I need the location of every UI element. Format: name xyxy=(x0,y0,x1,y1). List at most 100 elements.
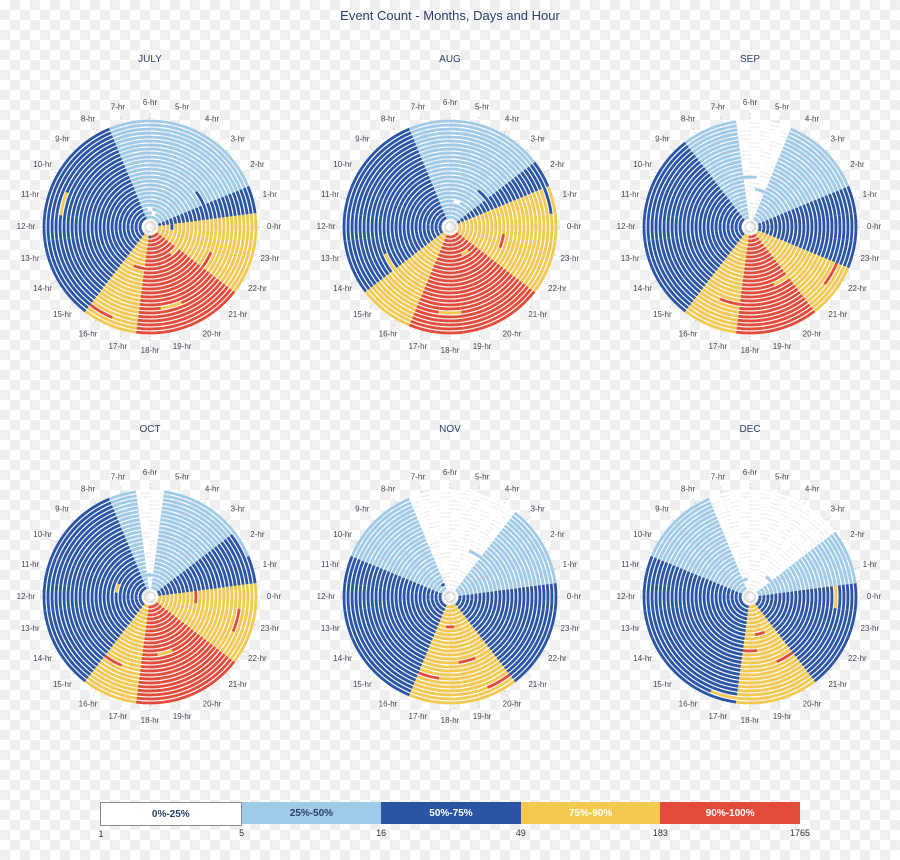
ring-arc xyxy=(434,636,445,639)
ring-arc xyxy=(442,165,458,166)
ring-arc xyxy=(754,628,763,630)
ring-arc xyxy=(164,216,166,220)
ring-arc xyxy=(56,215,57,240)
ring-arc xyxy=(143,614,148,615)
ring-arc xyxy=(400,604,403,617)
hour-label: 10-hr xyxy=(333,160,352,169)
panel-nov: NOV0-hr1-hr2-hr3-hr4-hr5-hr6-hr7-hr8-hr9… xyxy=(300,420,600,790)
ring-arc xyxy=(140,149,160,150)
ring-arc xyxy=(139,611,143,613)
hour-label: 1-hr xyxy=(263,190,278,199)
ring-arc xyxy=(742,219,744,221)
legend-tick: 183 xyxy=(653,828,668,838)
ring-arc xyxy=(155,238,158,240)
ring-arc xyxy=(753,201,760,203)
ring-arc xyxy=(156,640,168,643)
ring-arc xyxy=(116,601,118,610)
ring-arc xyxy=(758,614,763,617)
ring-arc xyxy=(648,214,649,241)
ring-arc xyxy=(815,588,816,605)
hour-label: 0-hr xyxy=(267,222,282,231)
ring-arc xyxy=(153,201,160,203)
ring-arc xyxy=(855,213,856,241)
ring-arc xyxy=(135,262,145,265)
ring-arc xyxy=(759,223,760,226)
ring-arc xyxy=(455,636,466,639)
ring-arc xyxy=(56,585,57,610)
ring-arc xyxy=(456,219,458,221)
hour-label: 5-hr xyxy=(475,472,490,481)
ring-arc xyxy=(161,251,168,255)
ring-arc xyxy=(66,513,86,533)
hour-label: 11-hr xyxy=(621,190,639,199)
ring-arc xyxy=(432,640,444,643)
ring-arc xyxy=(167,584,170,589)
ring-arc xyxy=(163,222,164,226)
ring-arc xyxy=(439,682,461,683)
ring-arc xyxy=(746,217,749,218)
ring-arc xyxy=(388,589,389,605)
ring-arc xyxy=(740,304,760,305)
hour-label: 1-hr xyxy=(863,190,878,199)
ring-arc xyxy=(454,197,462,199)
ring-arc xyxy=(72,217,73,237)
ring-arc xyxy=(757,177,770,180)
ring-arc xyxy=(712,232,715,242)
ring-arc xyxy=(432,251,439,255)
ring-arc xyxy=(726,237,729,243)
ring-arc xyxy=(164,586,166,590)
ring-arc xyxy=(408,211,411,222)
ring-arc xyxy=(136,332,164,333)
ring-arc xyxy=(474,217,476,224)
ring-arc xyxy=(735,262,745,265)
ring-arc xyxy=(774,217,776,224)
hour-label: 4-hr xyxy=(205,485,220,494)
ring-arc xyxy=(136,229,137,233)
hour-label: 11-hr xyxy=(21,190,39,199)
ring-arc xyxy=(456,233,458,235)
ring-arc xyxy=(753,205,759,206)
ring-arc xyxy=(420,601,422,609)
hour-label: 16-hr xyxy=(379,700,398,709)
ring-arc xyxy=(742,247,748,248)
ring-arc xyxy=(454,258,463,260)
ring-arc xyxy=(388,219,389,235)
ring-arc xyxy=(778,601,780,609)
radial-chart: 0-hr1-hr2-hr3-hr4-hr5-hr6-hr7-hr8-hr9-hr… xyxy=(600,67,900,417)
ring-arc xyxy=(193,209,196,221)
ring-arc xyxy=(454,588,456,589)
ring-arc xyxy=(455,608,458,610)
hour-label: 18-hr xyxy=(141,716,160,725)
ring-arc xyxy=(178,231,180,239)
ring-arc xyxy=(459,598,460,601)
ring-arc xyxy=(739,625,747,627)
ring-arc xyxy=(740,523,759,524)
ring-arc xyxy=(755,555,766,558)
ring-arc xyxy=(141,591,142,593)
ring-arc xyxy=(124,587,126,594)
ring-arc xyxy=(424,587,426,594)
ring-arc xyxy=(134,636,145,639)
ring-arc xyxy=(160,248,166,251)
ring-arc xyxy=(823,217,824,236)
ring-arc xyxy=(754,193,763,195)
ring-arc xyxy=(132,270,144,273)
ring-arc xyxy=(740,571,747,573)
ring-arc xyxy=(732,621,739,625)
ring-arc xyxy=(789,232,792,243)
ring-arc xyxy=(464,234,466,238)
ring-arc xyxy=(139,312,161,313)
hour-label: 7-hr xyxy=(111,102,126,111)
ring-arc xyxy=(432,590,433,595)
ring-arc xyxy=(140,523,159,524)
hour-label: 6-hr xyxy=(143,468,158,477)
hour-label: 2-hr xyxy=(850,530,865,539)
hour-label: 8-hr xyxy=(81,485,96,494)
ring-arc xyxy=(181,231,183,240)
ring-arc xyxy=(436,222,437,226)
ring-arc xyxy=(142,589,144,591)
ring-arc xyxy=(758,577,763,580)
ring-arc xyxy=(439,197,447,199)
ring-arc xyxy=(460,573,466,576)
radial-chart: 0-hr1-hr2-hr3-hr4-hr5-hr6-hr7-hr8-hr9-hr… xyxy=(0,437,300,787)
